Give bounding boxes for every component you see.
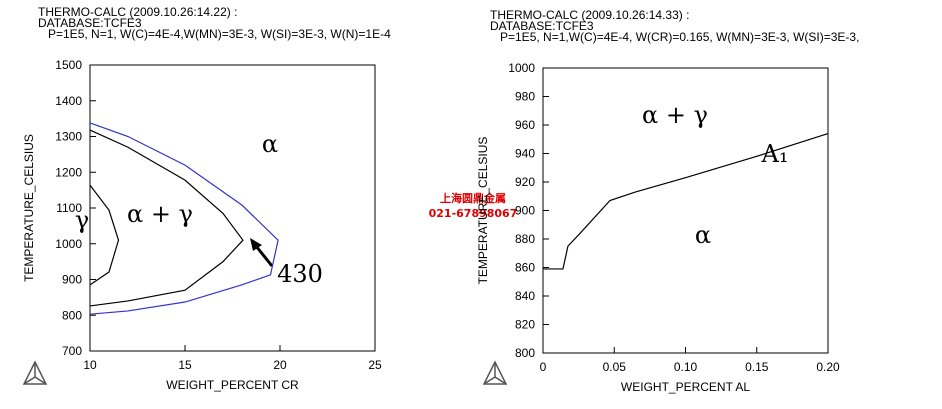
x-tick-label: 0.10 — [674, 360, 698, 374]
y-tick-label: 1100 — [56, 201, 82, 215]
annotation: 430 — [277, 260, 323, 288]
x-tick-label: 25 — [368, 358, 382, 372]
x-tick-label: 10 — [83, 358, 97, 372]
annotation: A₁ — [761, 140, 789, 168]
phase-boundary — [89, 184, 120, 286]
watermark: 021-67898067 — [429, 207, 518, 220]
phase-boundary — [89, 129, 244, 307]
y-axis-label: TEMPERATURE_CELSIUS — [22, 134, 36, 282]
x-tick-label: 0.20 — [816, 360, 840, 374]
y-tick-label: 800 — [62, 308, 82, 322]
arrow — [250, 238, 274, 267]
y-tick-label: 1400 — [55, 94, 82, 108]
phase-boundary — [543, 132, 829, 270]
y-axis-label: TEMPERATURE_CELSIUS — [476, 137, 490, 285]
annotation: α + γ — [127, 200, 193, 228]
header-line: THERMO-CALC (2009.10.26:14.22) : — [38, 5, 237, 19]
x-tick-label: 0 — [540, 360, 547, 374]
annotation: γ — [75, 206, 89, 234]
y-tick-label: 1000 — [508, 61, 535, 75]
annotation: α — [695, 221, 711, 249]
y-tick-label: 980 — [515, 90, 535, 104]
phase-boundary — [89, 122, 279, 315]
x-tick-label: 0.15 — [745, 360, 769, 374]
x-axis-label: WEIGHT_PERCENT AL — [621, 380, 750, 394]
header-line: P=1E5, N=1,W(C)=4E-4, W(CR)=0.165, W(MN)… — [500, 30, 859, 44]
logo — [22, 360, 508, 385]
y-tick-label: 820 — [515, 318, 535, 332]
y-tick-label: 1200 — [55, 165, 82, 179]
y-tick-label: 840 — [515, 289, 535, 303]
annotation: α — [262, 130, 278, 158]
y-tick-label: 1000 — [55, 237, 82, 251]
y-tick-label: 880 — [515, 232, 535, 246]
y-tick-label: 900 — [62, 273, 82, 287]
y-tick-label: 800 — [515, 346, 535, 360]
y-tick-label: 900 — [515, 204, 535, 218]
y-tick-label: 920 — [515, 175, 535, 189]
x-tick-label: 0.05 — [603, 360, 627, 374]
annotation: α + γ — [642, 101, 708, 129]
x-tick-label: 20 — [273, 358, 287, 372]
header-line: DATABASE:TCFE3 — [490, 19, 594, 33]
header-line: DATABASE:TCFE3 — [38, 16, 142, 30]
y-tick-label: 700 — [62, 344, 82, 358]
x-tick-label: 15 — [178, 358, 192, 372]
y-tick-label: 1300 — [55, 130, 82, 144]
header-line: THERMO-CALC (2009.10.26:14.33) : — [490, 8, 689, 22]
watermark: 上海圆鼎金属 — [440, 191, 506, 205]
y-tick-label: 940 — [515, 147, 535, 161]
x-axis-label: WEIGHT_PERCENT CR — [166, 378, 299, 392]
header-line: P=1E5, N=1, W(C)=4E-4,W(MN)=3E-3, W(SI)=… — [48, 27, 391, 41]
y-tick-label: 860 — [515, 261, 535, 275]
y-tick-label: 960 — [515, 118, 535, 132]
y-tick-label: 1500 — [55, 58, 82, 72]
